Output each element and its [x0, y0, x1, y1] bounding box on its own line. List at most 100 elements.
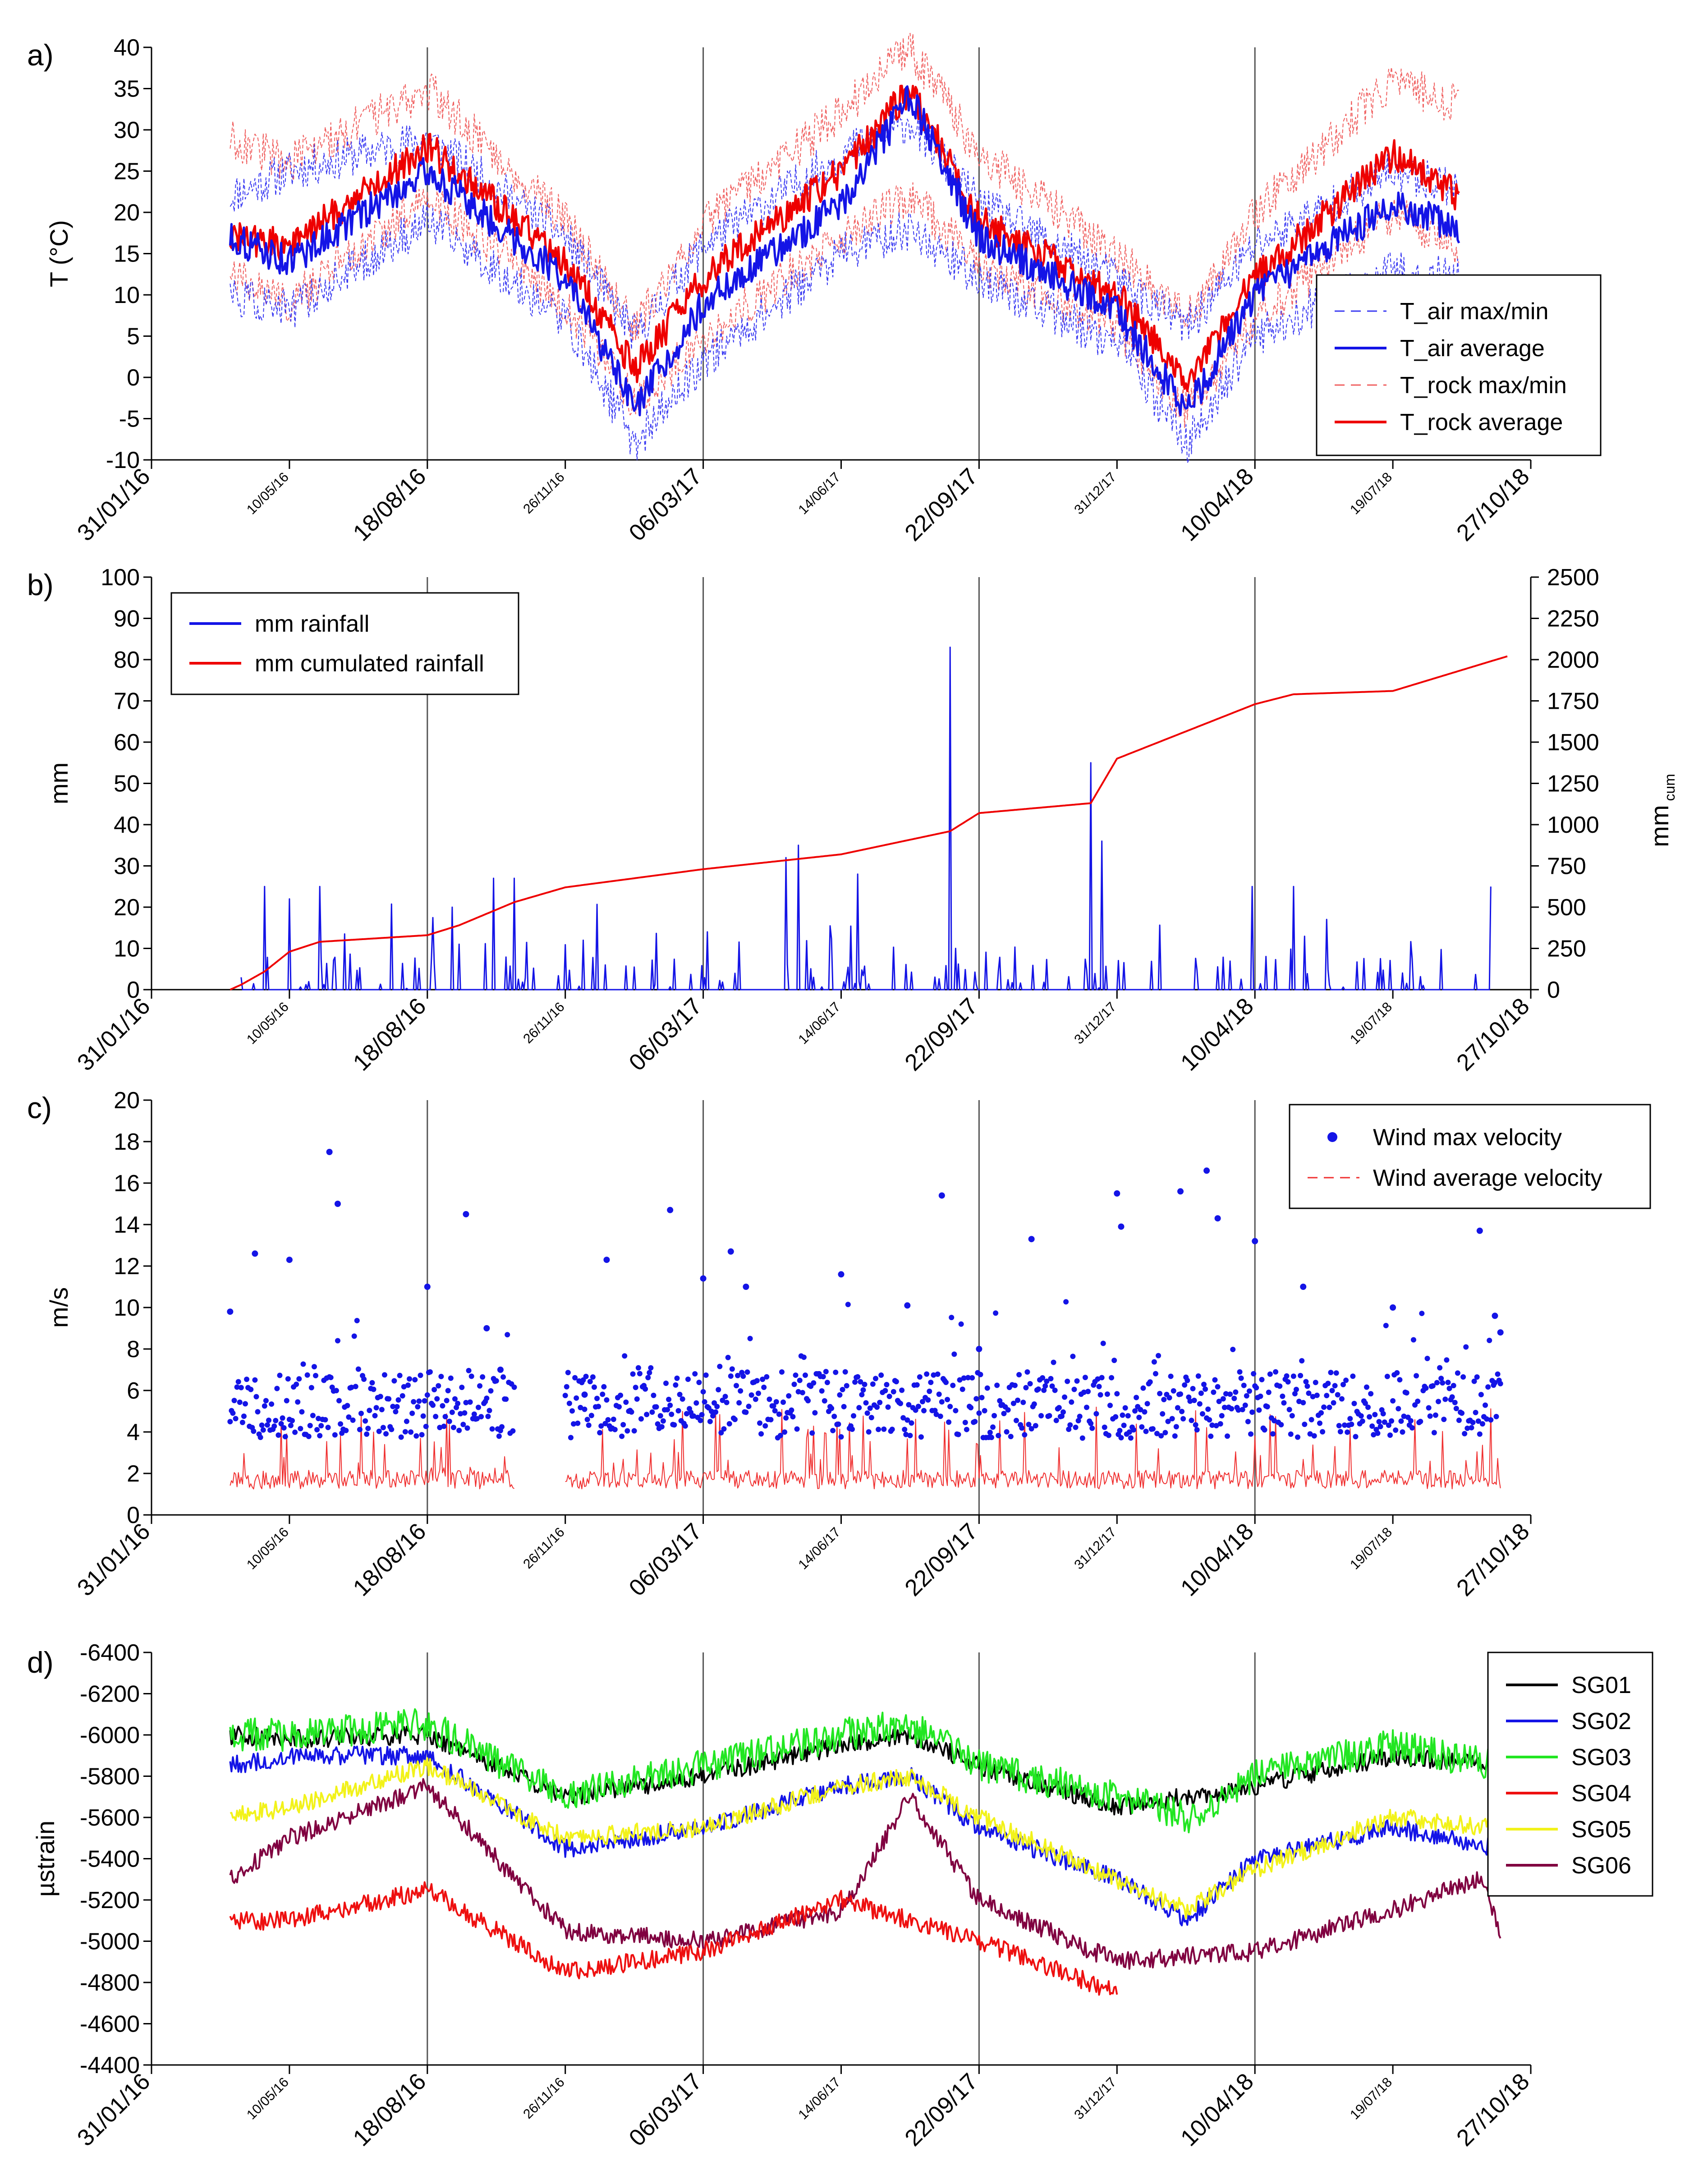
scatter-point [1469, 1425, 1474, 1431]
scatter-point [583, 1373, 589, 1379]
y-tick-label: 15 [114, 241, 140, 267]
scatter-point [449, 1409, 455, 1415]
scatter-point [1389, 1418, 1395, 1424]
scatter-point [1031, 1401, 1037, 1407]
scatter-point [710, 1413, 716, 1419]
scatter-point [358, 1410, 364, 1416]
scatter-point [868, 1415, 874, 1421]
scatter-point [1082, 1375, 1088, 1381]
scatter-point [423, 1423, 429, 1429]
scatter-point [1459, 1410, 1465, 1416]
scatter-point [845, 1302, 851, 1308]
scatter-point [968, 1405, 974, 1411]
scatter-point [760, 1376, 766, 1382]
y2-tick-label: 2250 [1547, 606, 1599, 632]
legend-box [1316, 274, 1602, 456]
x-tick-label: 31/12/17 [1071, 470, 1119, 518]
y-tick-label: -4400 [80, 2052, 140, 2078]
scatter-point [367, 1408, 372, 1413]
scatter-point [581, 1391, 588, 1398]
legend-entry: SG04 [1571, 1780, 1631, 1807]
scatter-point [1384, 1373, 1390, 1379]
scatter-point [824, 1380, 830, 1386]
scatter-point [1106, 1432, 1111, 1438]
scatter-point [876, 1427, 881, 1432]
y-tick-label: -5000 [80, 1929, 140, 1955]
scatter-point [1081, 1389, 1087, 1395]
scatter-point [369, 1380, 375, 1386]
scatter-point [782, 1429, 788, 1435]
scatter-point [257, 1435, 263, 1441]
scatter-point [624, 1428, 630, 1434]
scatter-point [837, 1392, 843, 1398]
scatter-point [1059, 1413, 1065, 1419]
scatter-point [1215, 1384, 1221, 1390]
scatter-point [1026, 1422, 1032, 1427]
scatter-point [623, 1399, 629, 1405]
scatter-point [893, 1379, 899, 1385]
scatter-point [574, 1395, 579, 1401]
scatter-point [1221, 1404, 1227, 1410]
scatter-point [1229, 1406, 1235, 1412]
scatter-point [722, 1394, 728, 1399]
scatter-point [666, 1396, 672, 1402]
scatter-point [618, 1392, 624, 1398]
scatter-point [448, 1375, 454, 1381]
scatter-point [829, 1405, 835, 1411]
scatter-point [764, 1374, 770, 1380]
scatter-point [1241, 1382, 1247, 1388]
y2-axis-label-sub: cum [1662, 774, 1678, 805]
x-tick-label: 31/01/16 [72, 993, 155, 1076]
scatter-point [444, 1398, 450, 1404]
scatter-point [565, 1370, 571, 1376]
scatter-point [1308, 1417, 1314, 1422]
scatter-point [260, 1427, 266, 1433]
scatter-point [1184, 1377, 1190, 1383]
legend-marker [1327, 1132, 1337, 1142]
scatter-point [732, 1417, 738, 1422]
scatter-point [1317, 1420, 1322, 1426]
scatter-point [1290, 1373, 1296, 1379]
x-tick-label: 10/04/18 [1176, 463, 1259, 546]
scatter-point [1214, 1215, 1221, 1222]
scatter-point [777, 1432, 783, 1438]
scatter-point [858, 1379, 863, 1385]
scatter-point [361, 1376, 367, 1382]
scatter-point [441, 1423, 447, 1429]
scatter-point [1328, 1370, 1334, 1376]
scatter-point [773, 1399, 779, 1405]
scatter-point [645, 1375, 651, 1381]
scatter-point [468, 1373, 474, 1379]
scatter-point [434, 1396, 440, 1402]
scatter-point [1463, 1344, 1469, 1350]
scatter-point [1242, 1402, 1248, 1408]
scatter-point [1144, 1401, 1150, 1407]
scatter-point [1158, 1433, 1164, 1439]
scatter-point [1410, 1337, 1416, 1343]
scatter-point [480, 1374, 486, 1380]
scatter-point [1126, 1429, 1132, 1435]
scatter-point [746, 1404, 752, 1409]
scatter-point [1205, 1406, 1211, 1412]
scatter-point [898, 1400, 904, 1406]
scatter-point [1321, 1404, 1327, 1410]
scatter-point [1209, 1422, 1215, 1428]
scatter-point [918, 1434, 924, 1440]
scatter-point [735, 1372, 741, 1378]
scatter-point [1387, 1432, 1393, 1438]
scatter-point [1382, 1419, 1387, 1425]
scatter-point [424, 1392, 430, 1398]
scatter-point [227, 1419, 233, 1425]
legend-entry: Wind average velocity [1373, 1165, 1602, 1191]
scatter-point [700, 1389, 706, 1395]
scatter-point [474, 1416, 480, 1422]
scatter-point [1487, 1338, 1492, 1344]
scatter-point [602, 1421, 608, 1427]
scatter-point [328, 1375, 334, 1381]
scatter-point [1180, 1416, 1186, 1422]
scatter-point [747, 1335, 753, 1341]
scatter-point [1351, 1400, 1357, 1406]
legend-box [170, 592, 519, 695]
scatter-point [404, 1418, 409, 1424]
